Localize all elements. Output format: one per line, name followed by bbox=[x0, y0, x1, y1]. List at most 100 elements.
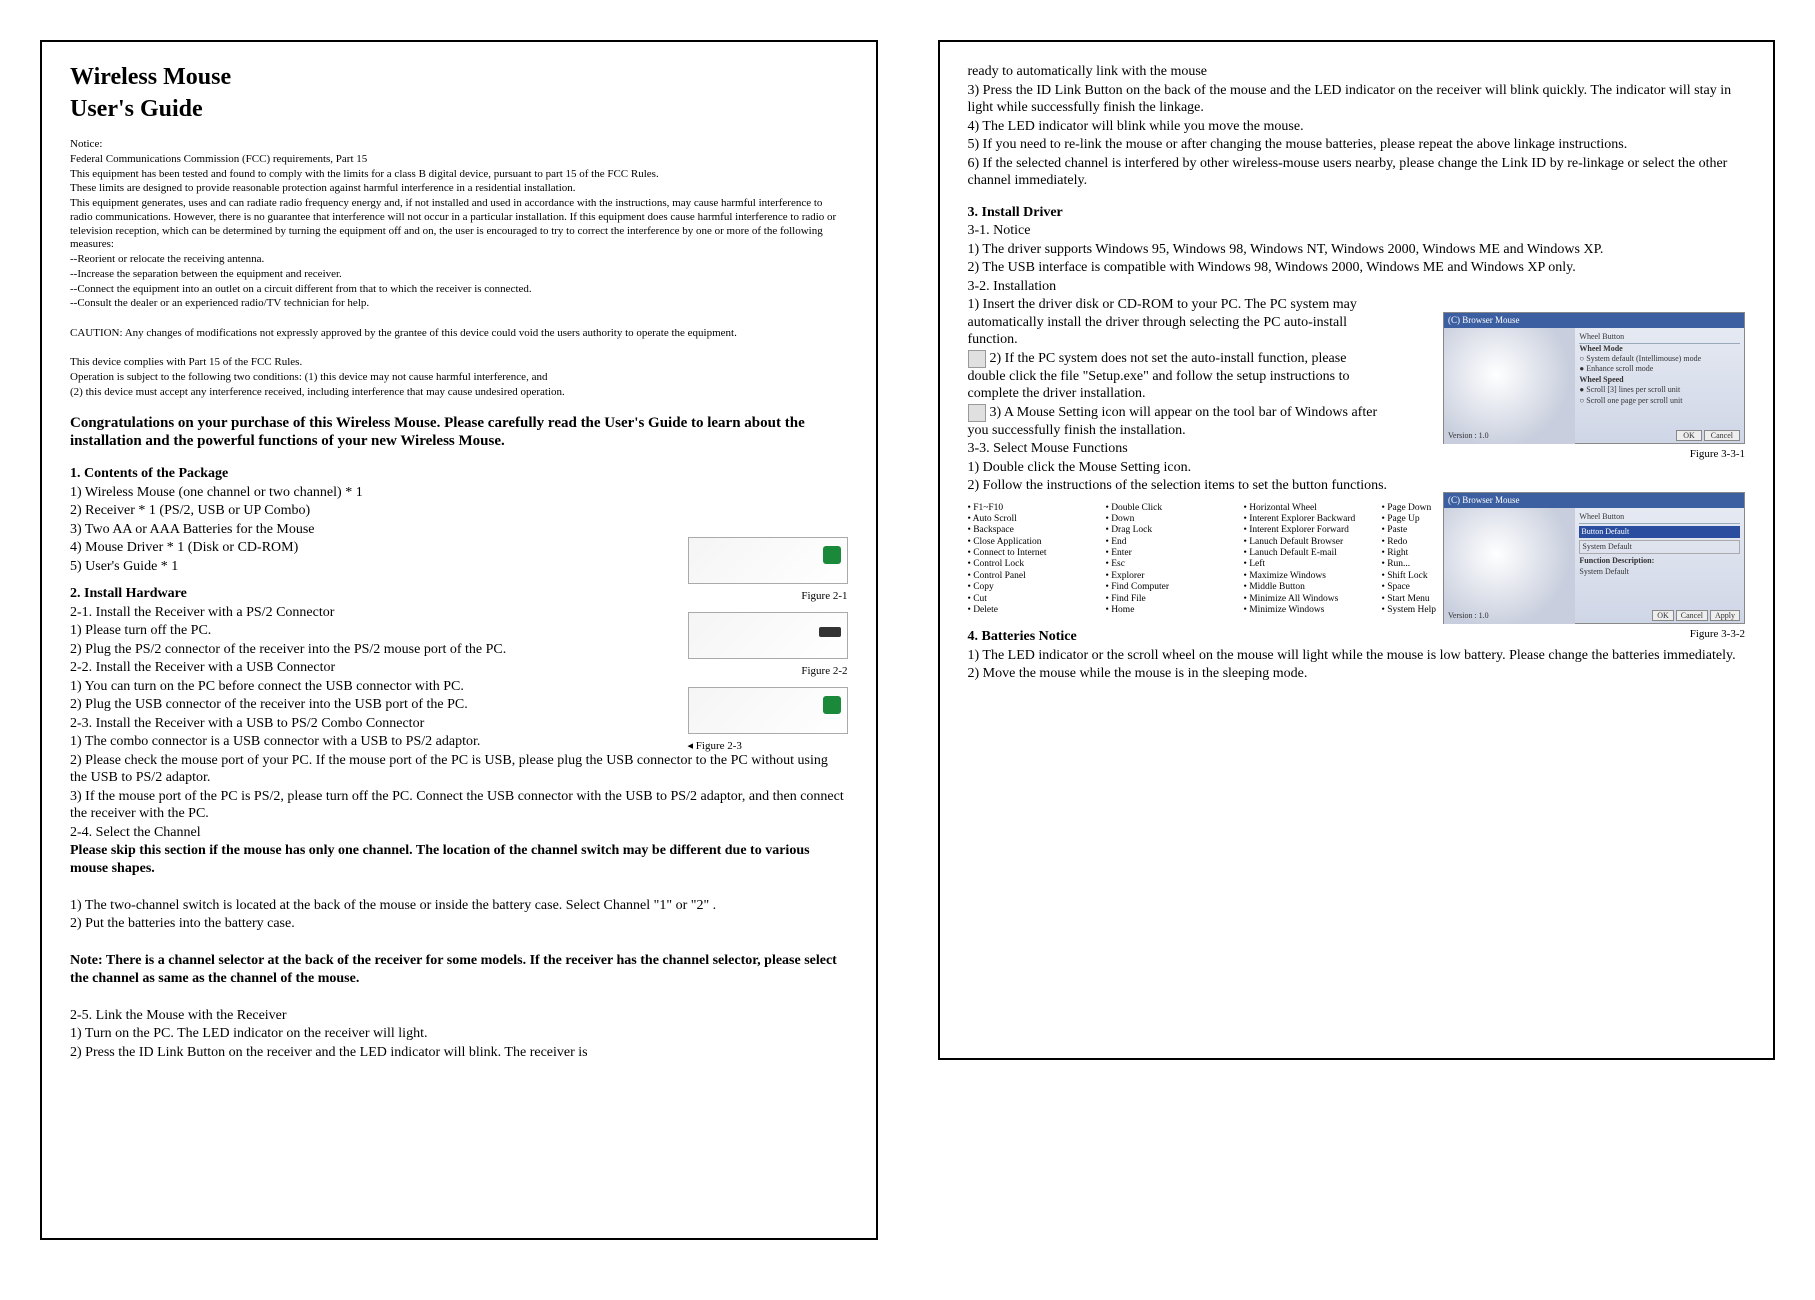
figure-2-2 bbox=[688, 612, 848, 659]
function-item: • Maximize Windows bbox=[1244, 571, 1372, 582]
function-item: • Backspace bbox=[968, 525, 1096, 536]
sec1-title: 1. Contents of the Package bbox=[70, 465, 848, 483]
sec4-title: 4. Batteries Notice bbox=[968, 628, 1746, 646]
figure-caption: Figure 3-3-1 bbox=[1690, 448, 1745, 462]
dropdown-value[interactable]: System Default bbox=[1579, 540, 1740, 554]
function-item: • Drag Lock bbox=[1106, 525, 1234, 536]
cancel-button[interactable]: Cancel bbox=[1704, 430, 1740, 441]
function-item: • Copy bbox=[968, 582, 1096, 593]
list-item: 2) Move the mouse while the mouse is in … bbox=[968, 665, 1746, 683]
figure-2-1 bbox=[688, 537, 848, 584]
group-label: Wheel Speed bbox=[1579, 375, 1623, 384]
list-item: 3) If the mouse port of the PC is PS/2, … bbox=[70, 788, 848, 823]
figure-label: Figure 2-3 bbox=[696, 740, 742, 752]
list-item: 1) Double click the Mouse Setting icon. bbox=[968, 459, 1746, 477]
screenshot-3-3-2: (C) Browser Mouse Wheel Button Button De… bbox=[1443, 492, 1745, 624]
page-2: ready to automatically link with the mou… bbox=[938, 40, 1776, 1060]
figure-column: Figure 2-1 Figure 2-2 ◂ Figure 2-3 bbox=[688, 537, 848, 761]
list-item: 3) Press the ID Link Button on the back … bbox=[968, 82, 1746, 117]
radio-label: System default (Intellimouse) mode bbox=[1586, 354, 1701, 363]
mouse-image bbox=[1444, 328, 1575, 444]
function-item: • Left bbox=[1244, 559, 1372, 570]
window-titlebar: (C) Browser Mouse bbox=[1444, 493, 1744, 508]
function-item: • Esc bbox=[1106, 559, 1234, 570]
function-item: • Down bbox=[1106, 514, 1234, 525]
sec3-title: 3. Install Driver bbox=[968, 204, 1746, 222]
congrats-text: Congratulations on your purchase of this… bbox=[70, 414, 848, 452]
note: Note: There is a channel selector at the… bbox=[70, 952, 848, 987]
version-label: Version : 1.0 bbox=[1448, 431, 1489, 441]
function-item: • Minimize All Windows bbox=[1244, 594, 1372, 605]
function-item: • Interent Explorer Backward bbox=[1244, 514, 1372, 525]
subsection-title: 3-1. Notice bbox=[968, 222, 1746, 240]
apply-button[interactable]: Apply bbox=[1710, 610, 1740, 621]
list-item: 2) If the PC system does not set the aut… bbox=[968, 351, 1350, 401]
function-item: • Close Application bbox=[968, 537, 1096, 548]
list-item: 2) Press the ID Link Button on the recei… bbox=[70, 1044, 848, 1062]
description-text: System Default bbox=[1579, 567, 1629, 576]
list-item: 1) Insert the driver disk or CD-ROM to y… bbox=[968, 296, 1388, 349]
function-item: • Find Computer bbox=[1106, 582, 1234, 593]
screenshot-3-3-1: (C) Browser Mouse Wheel Button Wheel Mod… bbox=[1443, 312, 1745, 444]
function-item: • Control Panel bbox=[968, 571, 1096, 582]
list-item: 1) The two-channel switch is located at … bbox=[70, 897, 848, 915]
function-item: • Lanuch Default Browser bbox=[1244, 537, 1372, 548]
function-item: • Minimize Windows bbox=[1244, 605, 1372, 616]
subsection-title: 2-4. Select the Channel bbox=[70, 824, 848, 842]
radio-label: Enhance scroll mode bbox=[1586, 364, 1653, 373]
notice-line: --Increase the separation between the eq… bbox=[70, 268, 848, 282]
note: Please skip this section if the mouse ha… bbox=[70, 842, 848, 877]
settings-panel: Wheel Button Wheel Mode ○ System default… bbox=[1575, 328, 1744, 444]
mouse-setting-icon bbox=[968, 404, 986, 422]
tab-label: Wheel Button bbox=[1579, 332, 1740, 343]
notice-head: Notice: bbox=[70, 138, 848, 152]
ok-button[interactable]: OK bbox=[1652, 610, 1674, 621]
function-item: • Find File bbox=[1106, 594, 1234, 605]
function-item: • Auto Scroll bbox=[968, 514, 1096, 525]
list-item: 5) If you need to re-link the mouse or a… bbox=[968, 136, 1746, 154]
mouse-image bbox=[1444, 508, 1575, 624]
subsection-title: 3-2. Installation bbox=[968, 278, 1746, 296]
function-item: • Explorer bbox=[1106, 571, 1234, 582]
function-item: • Middle Button bbox=[1244, 582, 1372, 593]
function-item: • Interent Explorer Forward bbox=[1244, 525, 1372, 536]
window-titlebar: (C) Browser Mouse bbox=[1444, 313, 1744, 328]
function-item: • Delete bbox=[968, 605, 1096, 616]
list-item: 1) The driver supports Windows 95, Windo… bbox=[968, 241, 1746, 259]
list-item: 1) Wireless Mouse (one channel or two ch… bbox=[70, 484, 848, 502]
doc-title-2: User's Guide bbox=[70, 94, 848, 124]
doc-title-1: Wireless Mouse bbox=[70, 62, 848, 92]
ok-button[interactable]: OK bbox=[1676, 430, 1702, 441]
notice-compliance: This device complies with Part 15 of the… bbox=[70, 356, 848, 370]
function-item: • Horizontal Wheel bbox=[1244, 503, 1372, 514]
figure-label: Figure 2-2 bbox=[688, 665, 848, 679]
function-item: • Control Lock bbox=[968, 559, 1096, 570]
version-label: Version : 1.0 bbox=[1448, 611, 1489, 621]
function-item: • Home bbox=[1106, 605, 1234, 616]
function-item: • F1~F10 bbox=[968, 503, 1096, 514]
list-item: 6) If the selected channel is interfered… bbox=[968, 155, 1746, 190]
notice-line: Federal Communications Commission (FCC) … bbox=[70, 153, 848, 167]
list-item: ready to automatically link with the mou… bbox=[968, 63, 1746, 81]
function-item: • Enter bbox=[1106, 548, 1234, 559]
setup-icon bbox=[968, 350, 986, 368]
list-item: 3) Two AA or AAA Batteries for the Mouse bbox=[70, 521, 848, 539]
cancel-button[interactable]: Cancel bbox=[1676, 610, 1708, 621]
page-1: Wireless Mouse User's Guide Notice: Fede… bbox=[40, 40, 878, 1240]
function-item: • Double Click bbox=[1106, 503, 1234, 514]
group-label: Function Description: bbox=[1579, 556, 1654, 565]
radio-label: Scroll one page per scroll unit bbox=[1586, 396, 1682, 405]
notice-line: --Connect the equipment into an outlet o… bbox=[70, 283, 848, 297]
list-item: 4) The LED indicator will blink while yo… bbox=[968, 118, 1746, 136]
figure-caption: Figure 3-3-2 bbox=[1690, 628, 1745, 642]
function-item: • Lanuch Default E-mail bbox=[1244, 548, 1372, 559]
notice-line: This equipment has been tested and found… bbox=[70, 168, 848, 182]
list-item: 2) The USB interface is compatible with … bbox=[968, 259, 1746, 277]
notice-line: --Reorient or relocate the receiving ant… bbox=[70, 253, 848, 267]
dropdown-value[interactable]: Button Default bbox=[1579, 526, 1740, 538]
fcc-notice: Notice: Federal Communications Commissio… bbox=[70, 138, 848, 400]
list-item: 2) Receiver * 1 (PS/2, USB or UP Combo) bbox=[70, 502, 848, 520]
function-item: • Cut bbox=[968, 594, 1096, 605]
settings-panel: Wheel Button Button Default System Defau… bbox=[1575, 508, 1744, 624]
radio-label: Scroll [3] lines per scroll unit bbox=[1586, 385, 1680, 394]
